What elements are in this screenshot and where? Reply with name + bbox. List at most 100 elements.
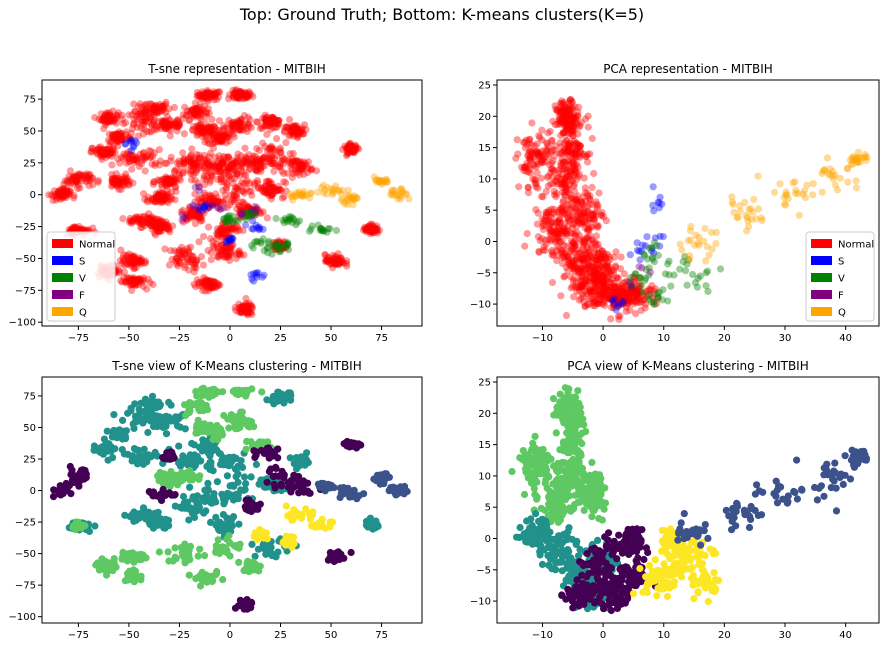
scatter-point bbox=[351, 141, 360, 149]
scatter-point bbox=[256, 158, 264, 166]
scatter-point bbox=[111, 131, 119, 139]
scatter-point bbox=[156, 102, 164, 110]
scatter-point bbox=[70, 174, 78, 183]
scatter-point bbox=[192, 106, 200, 114]
scatter-point bbox=[150, 149, 159, 157]
scatter-point bbox=[262, 178, 270, 186]
scatter-point bbox=[118, 115, 126, 123]
scatter-point bbox=[215, 117, 223, 125]
scatter-point bbox=[288, 155, 296, 163]
scatter-point bbox=[113, 134, 121, 142]
scatter-point bbox=[109, 133, 117, 141]
scatter-point bbox=[132, 156, 140, 164]
scatter-point bbox=[217, 173, 225, 181]
scatter-point bbox=[260, 153, 268, 161]
scatter-point bbox=[294, 157, 302, 165]
scatter-point bbox=[109, 149, 117, 157]
scatter-point bbox=[139, 282, 147, 291]
scatter-point bbox=[122, 175, 130, 183]
scatter-point bbox=[345, 144, 354, 152]
scatter-point bbox=[163, 118, 171, 126]
scatter-point bbox=[829, 175, 837, 183]
scatter-point bbox=[158, 121, 166, 129]
scatter-point bbox=[102, 150, 110, 158]
scatter-point bbox=[112, 170, 120, 178]
scatter-point bbox=[195, 238, 203, 246]
scatter-point bbox=[103, 113, 111, 121]
scatter-point bbox=[127, 129, 135, 137]
scatter-point bbox=[237, 152, 245, 160]
scatter-point bbox=[257, 167, 265, 175]
x-tick-label: −50 bbox=[118, 333, 139, 344]
scatter-point bbox=[229, 513, 238, 521]
scatter-point bbox=[694, 239, 702, 247]
scatter-point bbox=[234, 94, 242, 102]
scatter-point bbox=[120, 182, 128, 190]
scatter-point bbox=[235, 118, 243, 126]
scatter-point bbox=[220, 124, 228, 132]
scatter-point bbox=[129, 156, 137, 164]
scatter-point bbox=[590, 245, 598, 253]
scatter-point bbox=[263, 119, 271, 127]
scatter-point bbox=[216, 88, 224, 96]
scatter-point bbox=[141, 113, 149, 121]
scatter-point bbox=[176, 423, 184, 431]
scatter-point bbox=[268, 184, 276, 192]
scatter-point bbox=[72, 172, 80, 180]
scatter-point bbox=[67, 175, 75, 183]
scatter-point bbox=[289, 128, 297, 136]
scatter-point bbox=[355, 145, 363, 153]
scatter-point bbox=[274, 240, 282, 248]
scatter-point bbox=[263, 117, 272, 125]
scatter-point bbox=[109, 178, 117, 186]
scatter-point bbox=[298, 164, 306, 172]
scatter-point bbox=[146, 114, 154, 122]
scatter-point bbox=[170, 121, 178, 129]
scatter-point bbox=[148, 392, 157, 400]
scatter-point bbox=[107, 117, 115, 125]
scatter-point bbox=[233, 93, 242, 101]
scatter-point bbox=[207, 170, 215, 178]
scatter-point bbox=[215, 165, 224, 173]
scatter-point bbox=[588, 183, 596, 191]
scatter-point bbox=[196, 123, 204, 131]
scatter-point bbox=[98, 149, 106, 158]
scatter-point bbox=[150, 110, 158, 119]
scatter-point bbox=[292, 165, 300, 173]
scatter-point bbox=[132, 153, 141, 161]
scatter-point bbox=[347, 144, 355, 152]
scatter-point bbox=[210, 131, 218, 139]
scatter-point bbox=[99, 149, 107, 157]
scatter-point bbox=[198, 88, 207, 96]
scatter-point bbox=[286, 124, 294, 132]
scatter-point bbox=[69, 173, 77, 181]
scatter-point bbox=[82, 178, 90, 186]
scatter-point bbox=[203, 87, 212, 95]
scatter-point bbox=[280, 178, 288, 186]
scatter-point bbox=[201, 157, 209, 166]
scatter-point bbox=[138, 117, 146, 125]
scatter-point bbox=[217, 136, 225, 144]
scatter-point bbox=[620, 270, 628, 278]
scatter-point bbox=[163, 112, 171, 121]
scatter-point bbox=[161, 180, 169, 188]
scatter-point bbox=[147, 108, 155, 116]
scatter-point bbox=[107, 115, 115, 123]
scatter-point bbox=[259, 162, 267, 170]
scatter-point bbox=[250, 181, 258, 189]
scatter-point bbox=[120, 450, 128, 458]
scatter-point bbox=[233, 157, 241, 165]
scatter-point bbox=[204, 91, 212, 99]
scatter-point bbox=[228, 174, 236, 182]
scatter-point bbox=[548, 136, 556, 144]
scatter-point bbox=[117, 129, 125, 137]
scatter-point bbox=[200, 159, 208, 167]
scatter-point bbox=[79, 171, 88, 179]
scatter-point bbox=[227, 198, 235, 206]
scatter-point bbox=[232, 90, 240, 98]
scatter-point bbox=[285, 116, 294, 124]
scatter-point bbox=[288, 160, 296, 168]
scatter-point bbox=[701, 224, 709, 233]
scatter-point bbox=[147, 121, 156, 129]
scatter-point bbox=[147, 128, 155, 136]
